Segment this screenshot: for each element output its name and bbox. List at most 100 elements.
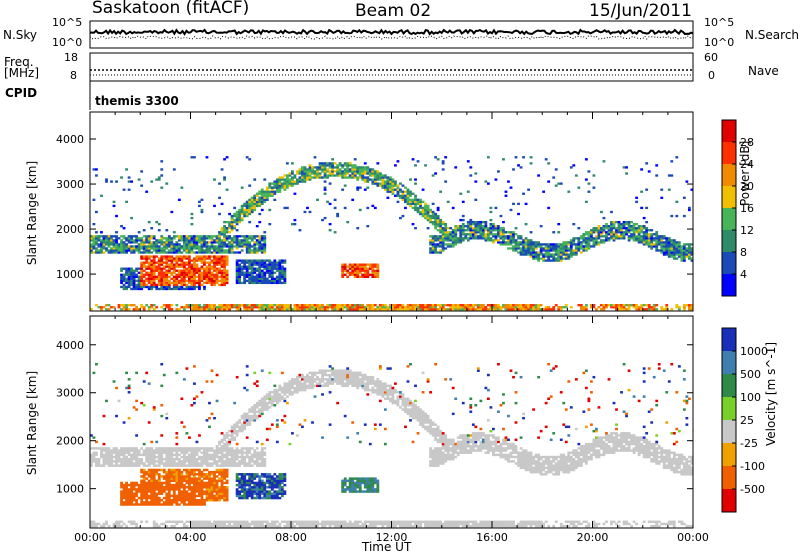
echo-cell [92,447,96,450]
echo-cell [682,259,686,262]
echo-cell [602,225,606,228]
echo-cell [233,455,237,459]
echo-cell [208,522,211,526]
echo-cell [187,462,191,465]
echo-cell [155,178,159,181]
echo-cell [180,259,184,262]
echo-cell [172,267,176,270]
echo-cell [147,281,151,285]
echo-cell [627,229,631,232]
echo-cell [230,222,234,226]
echo-cell [182,378,186,381]
echo-cell [167,245,171,248]
echo-cell [105,462,108,465]
echo-cell [225,263,229,266]
echo-cell [203,453,206,457]
echo-cell [640,190,644,193]
echo-cell [245,206,249,210]
echo-cell [137,178,141,181]
echo-cell [97,243,101,246]
echo-cell [383,188,387,191]
echo-cell [670,239,674,242]
echo-cell [479,229,483,232]
echo-cell [203,520,206,524]
echo-cell [135,267,139,270]
echo-cell [331,166,335,169]
echo-cell [474,225,478,228]
echo-cell [172,249,176,252]
echo-cell [414,194,417,197]
echo-cell [682,255,686,258]
echo-cell [240,243,244,246]
echo-cell [130,503,134,506]
echo-cell [200,261,204,264]
echo-cell [595,243,598,246]
echo-cell [667,237,671,240]
echo-cell [220,496,224,500]
echo-cell [238,251,242,254]
echo-cell [577,245,581,248]
echo-cell [200,265,204,268]
echo-cell [454,233,458,236]
echo-cell [386,306,390,309]
echo-cell [449,231,453,234]
echo-cell [243,239,247,242]
echo-cell [454,306,458,309]
echo-cell [157,279,161,283]
echo-cell [451,231,455,234]
echo-cell [471,235,475,238]
echo-cell [361,269,365,272]
echo-cell [461,200,465,204]
echo-cell [248,243,252,246]
echo-cell [127,503,131,506]
echo-cell [230,457,234,461]
echo-cell [572,164,576,167]
echo-cell [145,273,149,276]
echo-cell [147,265,151,268]
echo-cell [120,460,123,463]
echo-cell [160,247,164,250]
echo-cell [177,257,181,260]
echo-cell [298,306,302,309]
echo-cell [250,196,254,199]
echo-cell [185,490,189,493]
echo-cell [102,243,106,246]
echo-cell [597,225,601,228]
echo-cell [323,174,327,177]
echo-cell [160,449,164,452]
echo-cell [162,243,166,246]
echo-cell [215,488,219,491]
echo-cell [122,283,126,287]
echo-cell [195,490,199,493]
echo-cell [642,225,646,228]
echo-cell [258,306,262,309]
echo-cell [195,464,199,467]
echo-cell [203,486,206,489]
echo-cell [100,451,103,454]
echo-cell [122,486,126,489]
echo-cell [361,273,365,276]
echo-cell [534,255,538,258]
echo-cell [248,245,252,248]
echo-cell [230,447,234,450]
echo-cell [635,231,639,234]
echo-cell [200,243,204,246]
echo-cell [130,494,134,498]
echo-cell [240,206,244,210]
echo-cell [323,164,327,167]
echo-cell [172,494,176,498]
echo-cell [208,249,211,252]
echo-cell [278,178,282,181]
echo-cell [486,156,490,159]
echo-cell [195,267,199,270]
echo-cell [167,468,171,472]
echo-cell [187,468,191,472]
echo-cell [351,271,355,274]
echo-cell [582,308,586,311]
echo-cell [612,239,616,242]
echo-cell [667,239,671,242]
echo-cell [165,475,169,478]
echo-cell [263,267,267,270]
echo-cell [657,239,661,242]
echo-cell [589,306,593,309]
